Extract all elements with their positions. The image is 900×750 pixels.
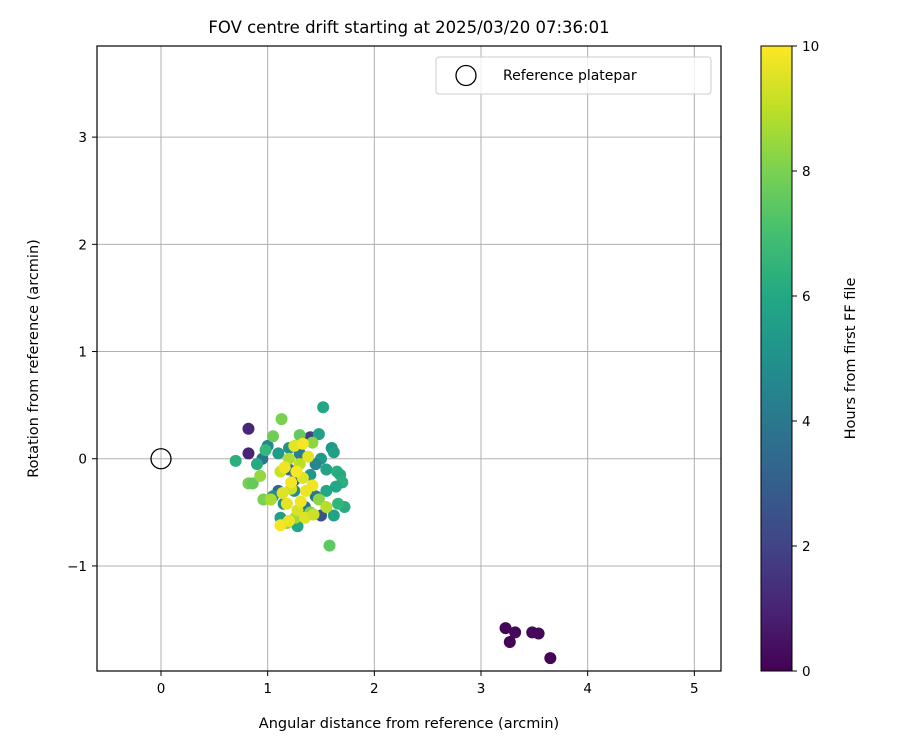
data-point: [246, 477, 259, 490]
colorbar-tick-label: 0: [802, 664, 811, 680]
y-tick-label: 3: [78, 130, 87, 146]
data-point: [302, 450, 315, 463]
colorbar-tick-label: 8: [802, 164, 811, 180]
colorbar-ticks: 0 2 4 6 8 10: [792, 39, 819, 680]
data-point: [320, 500, 333, 513]
data-point: [306, 436, 319, 449]
data-point: [503, 636, 516, 649]
data-point: [264, 493, 277, 506]
data-point: [327, 446, 340, 459]
data-point: [332, 497, 345, 510]
y-tick-label: 0: [78, 452, 87, 468]
x-axis-ticks: 0 1 2 3 4 5: [157, 671, 699, 697]
data-point: [254, 469, 267, 482]
data-point: [307, 508, 320, 521]
data-point: [267, 430, 279, 443]
data-point: [312, 493, 325, 506]
chart-title: FOV centre drift starting at 2025/03/20 …: [208, 18, 609, 37]
data-point: [280, 497, 293, 510]
plot-frame: [96, 45, 722, 672]
data-point: [251, 458, 263, 471]
data-point: [296, 437, 309, 450]
y-tick-label: −1: [67, 559, 87, 575]
data-point: [259, 444, 272, 457]
y-axis-ticks: −1 0 1 2 3: [67, 130, 97, 575]
scatter-points: [150, 401, 557, 665]
legend-box: [435, 56, 712, 95]
data-point: [275, 413, 288, 426]
x-tick-label: 1: [263, 681, 272, 697]
data-point: [294, 495, 307, 508]
grid: [97, 46, 721, 671]
x-tick-label: 5: [690, 681, 699, 697]
data-point: [242, 447, 255, 460]
x-tick-label: 4: [583, 681, 592, 697]
data-point: [309, 458, 322, 471]
data-point: [229, 454, 242, 467]
data-point: [278, 461, 291, 474]
colorbar-tick-label: 2: [802, 539, 811, 555]
data-point: [320, 484, 333, 497]
data-point: [306, 479, 319, 492]
colorbar-label: Hours from first FF file: [843, 278, 859, 440]
colorbar-tick-label: 6: [802, 289, 811, 305]
x-tick-label: 2: [370, 681, 379, 697]
colorbar: 0 2 4 6 8 10 Hours from first FF file: [760, 39, 859, 680]
data-point: [312, 428, 325, 441]
data-point: [290, 465, 303, 478]
legend-marker: [455, 64, 477, 87]
data-point: [285, 476, 298, 489]
data-point: [532, 627, 545, 640]
data-point: [320, 463, 333, 476]
data-point: [276, 487, 289, 500]
legend: Reference platepar: [435, 56, 712, 95]
data-point: [499, 622, 512, 635]
y-axis-label: Rotation from reference (arcmin): [26, 239, 42, 478]
legend-label: Reference platepar: [503, 68, 637, 84]
x-axis-label: Angular distance from reference (arcmin): [259, 716, 559, 732]
x-tick-label: 3: [477, 681, 486, 697]
data-point: [509, 626, 522, 639]
y-tick-label: 1: [78, 345, 87, 361]
colorbar-gradient: [760, 45, 793, 672]
data-point: [327, 509, 340, 522]
data-point: [544, 652, 557, 665]
data-point: [329, 480, 342, 493]
data-point: [323, 539, 336, 552]
data-point: [317, 401, 330, 414]
colorbar-tick-label: 10: [802, 39, 819, 55]
colorbar-tick-label: 4: [802, 414, 811, 430]
reference-marker: [150, 448, 172, 470]
data-point: [272, 447, 285, 460]
y-tick-label: 2: [78, 237, 87, 253]
data-point: [283, 514, 295, 527]
data-point: [242, 422, 255, 435]
x-tick-label: 0: [157, 681, 166, 697]
